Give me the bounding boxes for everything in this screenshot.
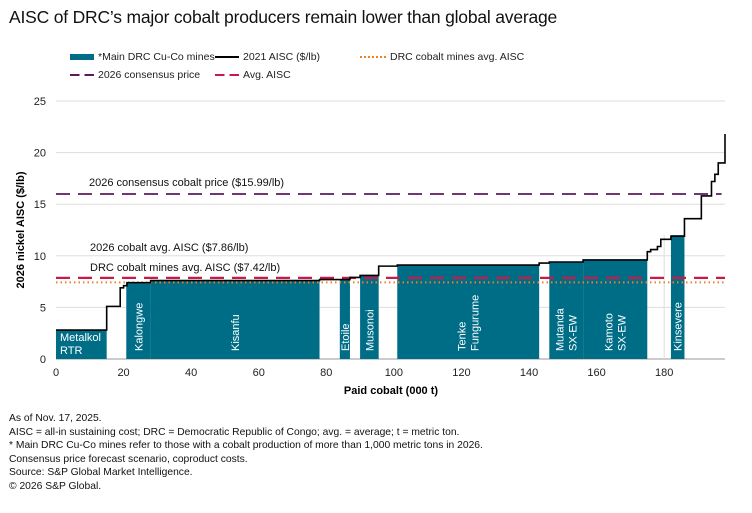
legend-item-aisc-curve: 2021 AISC ($/lb) xyxy=(215,51,320,63)
bar-kalongwe xyxy=(126,282,151,359)
consensus-price-label: 2026 consensus cobalt price ($15.99/lb) xyxy=(89,177,284,189)
y-tick-label: 5 xyxy=(40,302,46,314)
note: Source: S&P Global Market Intelligence. xyxy=(9,467,193,479)
legend-swatch-dashed xyxy=(70,74,94,76)
bar-kisanfu xyxy=(150,280,320,359)
x-tick-label: 80 xyxy=(320,367,332,379)
bar-label: Musonoi xyxy=(364,309,376,351)
legend-swatch-dotted xyxy=(360,56,386,58)
avg-aisc-label: 2026 cobalt avg. AISC ($7.86/lb) xyxy=(90,242,248,254)
legend-item-avg-aisc: Avg. AISC xyxy=(215,69,291,81)
bar-label: Kamoto xyxy=(604,313,616,351)
bar-label: SX-EW xyxy=(617,314,629,351)
bar-etoile xyxy=(339,279,350,359)
y-tick-label: 15 xyxy=(34,199,46,211)
legend-swatch-line xyxy=(215,56,239,58)
x-tick-label: 20 xyxy=(117,367,129,379)
bar-label: RTR xyxy=(60,345,82,357)
note: © 2026 S&P Global. xyxy=(9,480,102,492)
bar-tenke-fungurume xyxy=(397,265,540,359)
bar-label: Kalongwe xyxy=(133,303,145,351)
bar-label: Fungurume xyxy=(470,295,482,351)
y-tick-label: 10 xyxy=(34,251,46,263)
bar-label: Kinsevere xyxy=(673,302,685,351)
drc-avg-aisc-label: DRC cobalt mines avg. AISC ($7.42/lb) xyxy=(90,262,280,274)
legend-item-consensus: 2026 consensus price xyxy=(70,69,200,81)
bar-label: Etoile xyxy=(340,323,352,351)
footnotes: As of Nov. 17, 2025. AISC = all-in susta… xyxy=(9,412,483,494)
x-tick-label: 120 xyxy=(452,367,470,379)
x-tick-label: 40 xyxy=(185,367,197,379)
legend-item-mines: *Main DRC Cu-Co mines xyxy=(70,51,215,63)
x-tick-label: 100 xyxy=(385,367,403,379)
x-tick-label: 140 xyxy=(520,367,538,379)
bar-label: Mutanda xyxy=(555,307,567,351)
legend-label: 2021 AISC ($/lb) xyxy=(243,51,321,63)
y-tick-label: 0 xyxy=(40,354,46,366)
bar-label: Kisanfu xyxy=(230,314,242,351)
note: Consensus price forecast scenario, copro… xyxy=(9,453,248,465)
x-tick-label: 180 xyxy=(655,367,673,379)
bar-label: SX-EW xyxy=(568,314,580,351)
bar-label: Metalkol xyxy=(60,332,101,344)
bar-label: Tenke xyxy=(457,322,469,351)
x-axis-label: Paid cobalt (000 t) xyxy=(344,385,438,397)
y-tick-label: 20 xyxy=(34,148,46,160)
aisc-cost-curve xyxy=(56,134,726,331)
chart-title: AISC of DRC’s major cobalt producers rem… xyxy=(9,7,558,27)
legend-swatch-dashed xyxy=(215,74,239,76)
legend-swatch-bar xyxy=(70,54,94,60)
legend-label: *Main DRC Cu-Co mines xyxy=(98,51,215,63)
legend-item-drc-avg: DRC cobalt mines avg. AISC xyxy=(360,51,524,63)
legend-label: Avg. AISC xyxy=(243,69,291,81)
bar-kamoto-sx-ew xyxy=(583,259,648,359)
y-axis-label: 2026 nickel AISC ($/lb) xyxy=(15,171,27,288)
note: As of Nov. 17, 2025. xyxy=(9,413,102,424)
bar-musonoi xyxy=(360,275,379,359)
legend-label: 2026 consensus price xyxy=(98,69,201,81)
x-tick-label: 160 xyxy=(587,367,605,379)
legend-label: DRC cobalt mines avg. AISC xyxy=(390,51,525,63)
bar-kinsevere xyxy=(670,235,685,359)
y-tick-label: 25 xyxy=(34,96,46,108)
x-tick-label: 60 xyxy=(253,367,265,379)
note: AISC = all-in sustaining cost; DRC = Dem… xyxy=(9,426,460,438)
x-tick-label: 0 xyxy=(53,367,59,379)
note: * Main DRC Cu-Co mines refer to those wi… xyxy=(9,440,483,452)
bar-metalkol-rtr xyxy=(56,330,107,359)
